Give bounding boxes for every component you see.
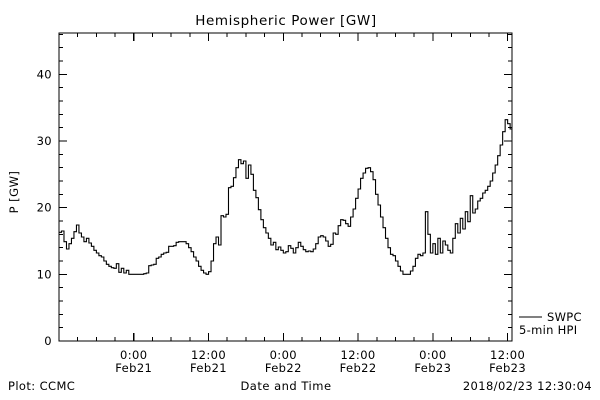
plot-frame [58, 32, 513, 342]
x-tick-label-time: 12:00 [490, 348, 525, 362]
x-tick-label-date: Feb23 [489, 361, 526, 375]
y-axis-tick-labels: 0 10 20 30 40 [37, 67, 52, 348]
x-tick-label-time: 0:00 [270, 348, 297, 362]
y-tick-label: 10 [37, 267, 52, 281]
footer-timestamp: 2018/02/23 12:30:04 [463, 379, 592, 393]
y-axis-label: P [GW] [7, 171, 21, 214]
x-axis-label: Date and Time [240, 379, 331, 393]
footer-plot-source: Plot: CCMC [8, 379, 75, 393]
chart-legend: SWPC 5-min HPI [519, 310, 582, 337]
x-axis-tick-labels: 0:00Feb2112:00Feb210:00Feb2212:00Feb220:… [115, 348, 526, 375]
x-tick-label-time: 0:00 [419, 348, 446, 362]
x-tick-label-date: Feb22 [265, 361, 302, 375]
y-tick-label: 20 [37, 201, 52, 215]
legend-label-line1: SWPC [547, 310, 582, 324]
y-axis-ticks [59, 33, 512, 342]
x-tick-label-time: 12:00 [191, 348, 226, 362]
x-tick-label-time: 12:00 [341, 348, 376, 362]
y-tick-label: 30 [37, 134, 52, 148]
x-tick-label-date: Feb21 [115, 361, 152, 375]
x-tick-label-date: Feb21 [190, 361, 227, 375]
legend-label-line2: 5-min HPI [519, 323, 577, 337]
chart-title: Hemispheric Power [GW] [195, 13, 377, 29]
data-series-group [59, 119, 512, 275]
x-tick-label-date: Feb23 [414, 361, 451, 375]
x-axis-ticks [77, 33, 509, 341]
x-tick-label-date: Feb22 [340, 361, 377, 375]
y-tick-label: 40 [37, 67, 52, 81]
data-series-line [59, 119, 512, 275]
y-tick-label: 0 [44, 334, 52, 348]
x-tick-label-time: 0:00 [120, 348, 147, 362]
